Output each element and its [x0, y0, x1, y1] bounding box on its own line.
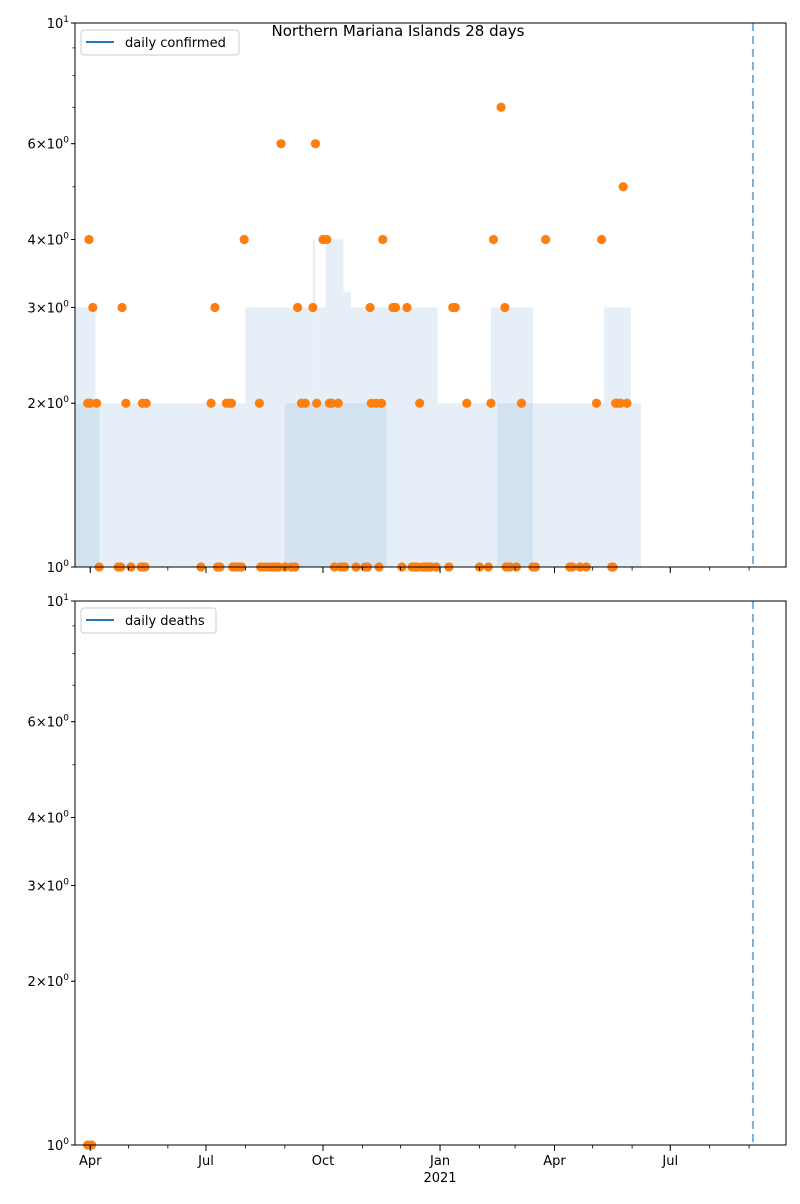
data-point — [312, 398, 322, 408]
data-point — [616, 398, 626, 408]
legend-box — [80, 607, 217, 634]
plot-frame — [74, 600, 787, 1146]
band-light — [437, 403, 491, 567]
data-point — [496, 102, 506, 112]
y-tick-label: 3×100 — [28, 299, 70, 316]
y-tick-label: 4×100 — [28, 231, 70, 248]
y-tick-label: 2×100 — [28, 395, 70, 412]
x-tick-label: Jul — [197, 1154, 214, 1169]
data-point — [618, 182, 628, 192]
x-tick-label: Jan — [429, 1154, 450, 1169]
x-axis: Apr Jul Oct Jan Apr Jul 2021 — [79, 1154, 678, 1186]
data-point — [210, 302, 220, 313]
legend: daily confirmed — [80, 29, 240, 56]
x-tick-label: Apr — [543, 1154, 566, 1169]
band-light — [95, 403, 207, 567]
band-light — [386, 307, 438, 567]
y-tick-label: 101 — [47, 593, 69, 610]
data-point — [378, 234, 388, 245]
x-tick-label: Oct — [312, 1154, 334, 1169]
data-point — [292, 302, 303, 313]
data-point — [541, 234, 551, 245]
data-point — [415, 398, 425, 408]
data-point — [376, 398, 387, 408]
data-point — [206, 398, 216, 408]
y-tick-label: 3×100 — [28, 877, 70, 894]
data-point — [85, 398, 95, 408]
legend: daily deaths — [80, 607, 217, 634]
data-point — [462, 398, 472, 408]
deaths-panel: 100 2×100 3×100 4×100 6×100 101 daily deaths — [28, 593, 787, 1154]
band-light — [630, 403, 642, 567]
data-point — [402, 302, 412, 313]
band-light — [206, 403, 246, 567]
x-tick-label: Apr — [79, 1154, 102, 1169]
plot-frame — [74, 22, 787, 568]
data-point — [121, 398, 131, 408]
data-point — [300, 398, 310, 408]
data-point — [327, 398, 337, 408]
band-dark — [284, 403, 387, 567]
data-point — [84, 234, 94, 245]
x-tick-label: Jul — [661, 1154, 678, 1169]
data-point — [141, 398, 151, 408]
data-point — [117, 302, 127, 313]
y-tick-label: 6×100 — [28, 714, 70, 731]
data-point — [92, 398, 102, 408]
data-point — [333, 398, 343, 408]
band-light — [604, 307, 631, 567]
data-point — [226, 398, 237, 408]
x-year-label: 2021 — [423, 1171, 456, 1186]
data-point — [488, 234, 499, 245]
y-tick-label: 2×100 — [28, 973, 70, 990]
data-point — [308, 302, 318, 313]
y-tick-label: 100 — [47, 1137, 70, 1154]
data-point — [276, 139, 286, 149]
data-point — [88, 302, 98, 313]
legend-label: daily deaths — [125, 614, 205, 629]
data-point — [486, 398, 496, 408]
data-point — [500, 302, 510, 313]
data-point — [310, 139, 320, 149]
data-point — [622, 398, 632, 408]
confirmed-panel: 100 2×100 3×100 4×100 6×100 101 daily confirme… — [28, 15, 787, 576]
data-point — [516, 398, 527, 408]
data-point — [591, 398, 602, 408]
data-point — [239, 234, 249, 245]
legend-box — [80, 29, 240, 56]
y-tick-label: 4×100 — [28, 809, 70, 826]
y-tick-label: 101 — [47, 15, 69, 32]
chart-title: Northern Mariana Islands 28 days — [272, 22, 525, 40]
band-light — [532, 403, 605, 567]
data-point — [365, 302, 375, 313]
band-dark — [497, 403, 533, 567]
data-point — [596, 234, 607, 245]
y-tick-label: 6×100 — [28, 136, 70, 153]
data-point — [450, 302, 460, 313]
band-dark — [75, 403, 100, 567]
legend-label: daily confirmed — [125, 36, 226, 51]
data-point — [322, 234, 332, 245]
data-point — [254, 398, 265, 408]
data-point — [390, 302, 401, 313]
y-tick-label: 100 — [47, 559, 70, 576]
